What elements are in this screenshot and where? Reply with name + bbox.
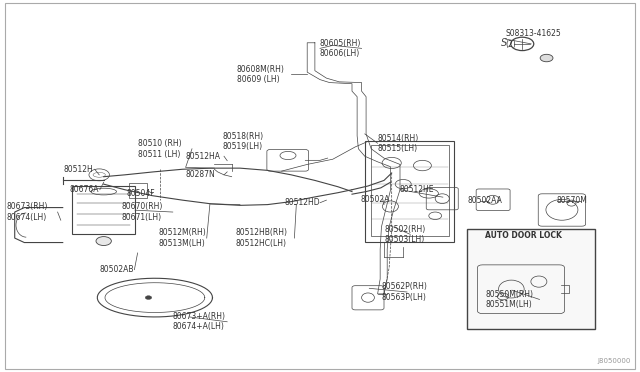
- Bar: [467, 229, 595, 329]
- Bar: [365, 141, 454, 242]
- Bar: [371, 145, 449, 236]
- Text: 80550M(RH)
80551M(LH): 80550M(RH) 80551M(LH): [485, 290, 533, 309]
- Text: 80514(RH)
80515(LH): 80514(RH) 80515(LH): [378, 134, 419, 153]
- Text: 80512M(RH)
80513M(LH): 80512M(RH) 80513M(LH): [159, 228, 207, 248]
- Text: 80287N: 80287N: [186, 170, 215, 179]
- Circle shape: [540, 54, 553, 62]
- Circle shape: [145, 296, 152, 299]
- Text: 80570M: 80570M: [557, 196, 588, 205]
- Text: 80512HA: 80512HA: [186, 152, 221, 161]
- Text: S08313-41625
(2): S08313-41625 (2): [506, 29, 561, 49]
- Text: 80673+A(RH)
80674+A(LH): 80673+A(RH) 80674+A(LH): [173, 312, 226, 331]
- Text: 80502AA: 80502AA: [467, 196, 502, 205]
- Text: 80512H: 80512H: [64, 165, 93, 174]
- Text: 80676A: 80676A: [69, 185, 99, 194]
- Text: 80605(RH)
80606(LH): 80605(RH) 80606(LH): [320, 39, 362, 58]
- Text: 80502(RH)
80503(LH): 80502(RH) 80503(LH): [385, 225, 426, 244]
- Circle shape: [96, 237, 111, 246]
- Bar: [72, 186, 135, 234]
- Text: 80608M(RH)
80609 (LH): 80608M(RH) 80609 (LH): [237, 65, 285, 84]
- Bar: [129, 183, 147, 198]
- Text: 80504F: 80504F: [127, 189, 156, 198]
- Text: 80673(RH)
80674(LH): 80673(RH) 80674(LH): [6, 202, 48, 222]
- Text: 80502AB: 80502AB: [99, 265, 134, 274]
- Text: 80502A: 80502A: [360, 195, 390, 203]
- Text: 80518(RH)
80519(LH): 80518(RH) 80519(LH): [223, 132, 264, 151]
- Text: 80510 (RH)
80511 (LH): 80510 (RH) 80511 (LH): [138, 139, 181, 158]
- Text: 80512HD: 80512HD: [285, 198, 321, 207]
- Text: 80512HE: 80512HE: [400, 185, 435, 194]
- Text: J8050000: J8050000: [597, 358, 630, 364]
- Text: S: S: [500, 38, 507, 48]
- Text: 80670(RH)
80671(LH): 80670(RH) 80671(LH): [122, 202, 163, 222]
- Text: AUTO DOOR LOCK: AUTO DOOR LOCK: [485, 231, 562, 240]
- Text: 80512HB(RH)
80512HC(LH): 80512HB(RH) 80512HC(LH): [236, 228, 287, 248]
- Text: 80562P(RH)
80563P(LH): 80562P(RH) 80563P(LH): [381, 282, 428, 302]
